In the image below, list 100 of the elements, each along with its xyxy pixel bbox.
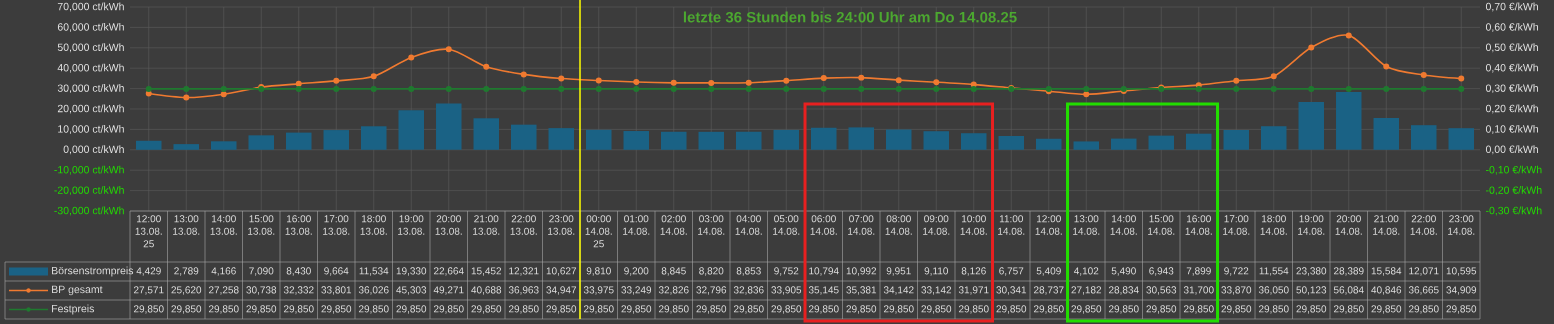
data-label: 29,850 [208,305,239,314]
data-label: 10,992 [846,267,877,276]
x-tick-label: 18:00 14.08. [1260,215,1287,235]
x-tick-label: 08:00 14.08. [885,215,912,235]
y-tick-label: 20,000 ct/kWh [57,104,124,114]
x-tick-label: 14:00 13.08. [210,215,237,235]
y2-tick-label: -0,10 €/kWh [1486,165,1542,175]
data-label: 36,963 [508,286,539,295]
data-label: 32,826 [658,286,689,295]
data-label: 6,757 [999,267,1024,276]
x-tick-label: 07:00 14.08. [848,215,875,235]
x-tick-label: 21:00 13.08. [473,215,500,235]
data-label: 33,870 [1221,286,1252,295]
y2-tick-label: 0,30 €/kWh [1485,84,1538,94]
data-label: 9,200 [624,267,649,276]
data-label: 28,389 [1333,267,1364,276]
data-label: 33,905 [771,286,802,295]
data-label: 29,850 [171,305,202,314]
data-label: 12,071 [1409,267,1439,276]
data-label: 31,700 [1183,286,1214,295]
x-tick-label: 16:00 13.08. [285,215,312,235]
data-label: 28,737 [1033,286,1064,295]
data-label: 22,664 [433,267,464,276]
data-label: 29,850 [508,305,539,314]
x-tick-label: 19:00 14.08. [1298,215,1325,235]
x-tick-label: 16:00 14.08. [1185,215,1212,235]
x-tick-label: 12:00 13.08. 25 [135,215,162,248]
data-label: 8,820 [699,267,724,276]
y2-tick-label: 0,10 €/kWh [1485,124,1538,134]
x-tick-label: 13:00 14.08. [1073,215,1100,235]
x-tick-label: 23:00 14.08. [1448,215,1475,235]
data-label: 29,850 [321,305,352,314]
y-tick-label: 60,000 ct/kWh [57,22,124,32]
y2-tick-label: 0,50 €/kWh [1485,43,1538,53]
data-label: 29,850 [658,305,689,314]
data-label: 36,665 [1408,286,1439,295]
x-tick-label: 04:00 14.08. [735,215,762,235]
y-tick-label: 50,000 ct/kWh [57,43,124,53]
data-label: 29,850 [771,305,802,314]
chart-title: letzte 36 Stunden bis 24:00 Uhr am Do 14.08.25 [683,11,1017,23]
data-label: 29,850 [1183,305,1214,314]
data-label: 29,850 [1258,305,1289,314]
data-label: 35,381 [846,286,877,295]
data-label: 34,142 [883,286,914,295]
x-tick-label: 22:00 14.08. [1410,215,1437,235]
data-label: 8,126 [961,267,986,276]
y-tick-label: -10,000 ct/kWh [54,165,124,175]
data-label: 9,810 [586,267,611,276]
y2-tick-label: -0,20 €/kWh [1486,186,1542,196]
x-tick-label: 15:00 14.08. [1148,215,1175,235]
data-label: 5,490 [1111,267,1136,276]
y2-tick-label: 0,70 €/kWh [1485,2,1538,12]
data-label: 29,850 [246,305,277,314]
data-label: 45,303 [396,286,427,295]
data-label: 29,850 [1033,305,1064,314]
data-label: 33,975 [583,286,614,295]
data-label: 29,850 [733,305,764,314]
data-label: 28,834 [1108,286,1139,295]
data-label: 29,850 [1446,305,1477,314]
x-tick-label: 20:00 14.08. [1335,215,1362,235]
x-tick-label: 11:00 14.08. [998,215,1025,235]
data-label: 10,627 [546,267,577,276]
data-label: 50,123 [1296,286,1327,295]
y2-tick-label: 0,20 €/kWh [1485,104,1538,114]
y2-tick-label: -0,30 €/kWh [1486,206,1542,216]
data-label: 12,321 [509,267,539,276]
data-label: 32,796 [696,286,727,295]
data-label: 25,620 [171,286,202,295]
data-label: 9,110 [924,267,949,276]
x-tick-label: 01:00 14.08. [623,215,650,235]
data-label: 29,850 [808,305,839,314]
data-label: 8,845 [661,267,686,276]
data-label: 4,429 [136,267,161,276]
data-label: 9,664 [324,267,349,276]
data-label: 7,090 [249,267,274,276]
x-tick-label: 18:00 13.08. [360,215,387,235]
data-label: 8,430 [286,267,311,276]
data-label: 11,554 [1259,267,1289,276]
data-label: 29,850 [1221,305,1252,314]
data-label: 19,330 [396,267,427,276]
data-label: 2,789 [174,267,199,276]
data-label: 40,688 [471,286,502,295]
x-tick-label: 12:00 14.08. [1035,215,1062,235]
data-label: 29,850 [471,305,502,314]
x-tick-label: 17:00 14.08. [1223,215,1250,235]
data-label: 29,850 [921,305,952,314]
x-tick-label: 15:00 13.08. [248,215,275,235]
data-label: 9,752 [774,267,799,276]
x-tick-label: 00:00 14.08. 25 [585,215,612,248]
y-tick-label: 10,000 ct/kWh [58,124,124,134]
data-label: 35,145 [808,286,839,295]
data-label: 32,836 [733,286,764,295]
data-label: 29,850 [621,305,652,314]
data-label: 34,947 [546,286,577,295]
x-tick-label: 05:00 14.08. [773,215,800,235]
data-label: 29,850 [283,305,314,314]
data-label: 27,571 [133,286,164,295]
data-label: 10,595 [1446,267,1477,276]
data-label: 33,801 [321,286,352,295]
data-label: 32,332 [283,286,314,295]
